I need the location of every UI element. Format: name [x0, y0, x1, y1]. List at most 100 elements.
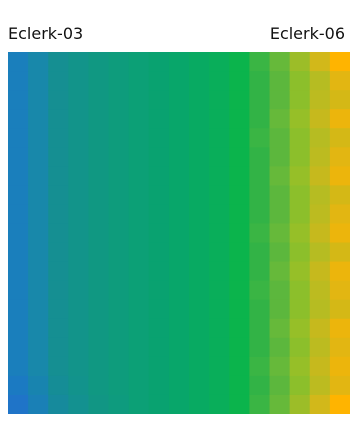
heatmap-cell	[229, 261, 251, 282]
heatmap-cell	[189, 356, 210, 377]
heatmap-cell	[189, 337, 210, 358]
heatmap-cell	[148, 356, 170, 377]
heatmap-cell	[189, 204, 210, 225]
heatmap-cell	[8, 109, 29, 129]
heatmap-cell	[269, 337, 291, 358]
heatmap-cell	[249, 280, 271, 301]
heatmap-cell	[209, 71, 230, 91]
heatmap-cell	[329, 90, 350, 110]
heatmap-cell	[48, 90, 69, 110]
heatmap-cell	[269, 90, 291, 110]
heatmap-cell	[108, 394, 130, 414]
heatmap-cell	[309, 318, 331, 339]
heatmap-cell	[309, 337, 331, 358]
heatmap-cell	[289, 185, 311, 206]
heatmap-cell	[168, 318, 190, 339]
heatmap-cell	[108, 90, 130, 110]
heatmap-cell	[289, 52, 311, 72]
heatmap-cell	[329, 185, 350, 206]
heatmap-cell	[48, 147, 69, 167]
heatmap-cell	[229, 242, 251, 263]
heatmap-cell	[48, 71, 69, 91]
heatmap-cell	[28, 147, 49, 167]
heatmap-cell	[8, 394, 29, 414]
heatmap-cell	[108, 185, 130, 206]
heatmap-cell	[168, 52, 190, 72]
heatmap-cell	[269, 394, 291, 414]
heatmap-cell	[189, 280, 210, 301]
heatmap-cell	[28, 185, 49, 206]
heatmap-cell	[289, 128, 311, 148]
heatmap-cell	[88, 299, 110, 320]
heatmap-cell	[48, 318, 69, 339]
heatmap-cell	[229, 394, 251, 414]
heatmap-cell	[249, 337, 271, 358]
heatmap-cell	[249, 223, 271, 244]
heatmap-cell	[329, 128, 350, 148]
heatmap-cell	[269, 261, 291, 282]
heatmap-cell	[189, 128, 210, 148]
heatmap-cell	[88, 109, 110, 129]
heatmap-cell	[168, 185, 190, 206]
heatmap-cell	[329, 261, 350, 282]
heatmap-cell	[8, 204, 29, 225]
heatmap-cell	[68, 166, 90, 186]
heatmap-cell	[168, 109, 190, 129]
heatmap-cell	[289, 280, 311, 301]
heatmap-cell	[249, 242, 271, 263]
heatmap-cell	[88, 204, 110, 225]
heatmap-cell	[249, 109, 271, 129]
heatmap-cell	[28, 204, 49, 225]
heatmap-cell	[168, 356, 190, 377]
heatmap-cell	[168, 128, 190, 148]
heatmap-cell	[189, 261, 210, 282]
heatmap-cell	[128, 185, 150, 206]
heatmap-cell	[148, 242, 170, 263]
heatmap-cell	[8, 128, 29, 148]
heatmap-cell	[309, 242, 331, 263]
heatmap-cell	[28, 242, 49, 263]
heatmap-cell	[28, 128, 49, 148]
heatmap-cell	[229, 52, 251, 72]
heatmap-cell	[289, 71, 311, 91]
heatmap-cell	[128, 375, 150, 396]
heatmap-cell	[168, 71, 190, 91]
heatmap-cell	[48, 223, 69, 244]
heatmap-cell	[309, 52, 331, 72]
heatmap-cell	[309, 204, 331, 225]
heatmap-cell	[209, 90, 230, 110]
heatmap-cell	[88, 394, 110, 414]
heatmap-cell	[309, 356, 331, 377]
heatmap-cell	[108, 299, 130, 320]
heatmap-cell	[8, 242, 29, 263]
heatmap-cell	[189, 147, 210, 167]
heatmap-cell	[309, 185, 331, 206]
heatmap-cell	[329, 166, 350, 186]
heatmap-cell	[68, 375, 90, 396]
heatmap-cell	[168, 375, 190, 396]
heatmap-cell	[329, 204, 350, 225]
heatmap-cell	[8, 90, 29, 110]
heatmap-cell	[168, 223, 190, 244]
heatmap-cell	[309, 71, 331, 91]
heatmap-cell	[8, 166, 29, 186]
heatmap-cell	[249, 90, 271, 110]
heatmap-cell	[128, 128, 150, 148]
heatmap-cell	[28, 280, 49, 301]
heatmap-cell	[108, 128, 130, 148]
heatmap-cell	[48, 356, 69, 377]
heatmap-cell	[189, 223, 210, 244]
heatmap-cell	[209, 185, 230, 206]
heatmap-cell	[68, 261, 90, 282]
heatmap-cell	[8, 318, 29, 339]
heatmap-cell	[128, 261, 150, 282]
heatmap-cell	[48, 394, 69, 414]
heatmap-cell	[209, 356, 230, 377]
heatmap-cell	[168, 90, 190, 110]
heatmap-cell	[108, 166, 130, 186]
heatmap-cell	[48, 261, 69, 282]
heatmap-cell	[249, 318, 271, 339]
heatmap-cell	[209, 52, 230, 72]
heatmap-cell	[28, 166, 49, 186]
heatmap-cell	[128, 147, 150, 167]
